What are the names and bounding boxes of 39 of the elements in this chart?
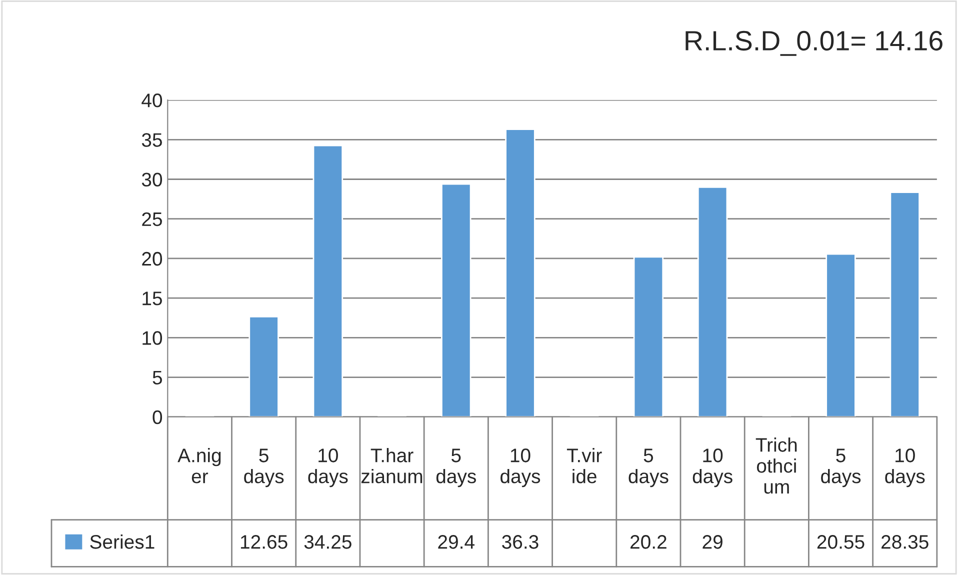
x-tick-label: 10 days [500,448,540,488]
x-tick-label: 10 days [308,448,348,488]
bar [441,183,472,417]
y-tick-label: 20 [142,252,162,266]
x-tick-label: T.viride [566,448,602,484]
bar [890,192,920,417]
x-tick-label: A.niger [178,448,221,484]
bar [312,144,344,417]
x-tick-label: 5 days [821,448,861,488]
data-label: 12.65 [240,535,288,549]
data-label: 20.2 [630,535,666,549]
data-label: 28.35 [882,535,928,549]
x-tick-label: 10 days [885,448,925,488]
x-tick-label: 10 days [692,448,732,488]
data-label: 36.3 [502,535,538,549]
x-tick-label: 5 days [628,448,668,488]
y-tick-label: 10 [142,331,162,345]
x-tick-label: 5 days [244,448,284,488]
y-tick-label: 5 [152,370,162,385]
bar [633,256,664,417]
data-label: 29.4 [438,535,474,549]
bar [826,253,856,417]
y-tick-label: 30 [142,172,162,186]
y-tick-label: 25 [142,212,162,226]
data-label: 20.55 [817,535,864,549]
y-tick-label: 0 [152,410,162,424]
data-label: 29 [702,535,722,549]
y-tick-label: 15 [142,292,162,306]
x-tick-label: T.harzianum [361,448,422,484]
x-tick-label: Trichothcium [756,438,797,494]
y-tick-label: 35 [142,133,162,147]
bar [697,186,728,417]
legend-label: Series1 [90,534,154,549]
y-tick-label: 40 [142,94,162,108]
bar [505,128,536,417]
text: R.L.S.D_0.01= 14.16 [686,30,942,56]
bar [248,316,279,417]
x-tick-label: 5 days [436,448,476,488]
data-label: 34.25 [304,535,352,549]
